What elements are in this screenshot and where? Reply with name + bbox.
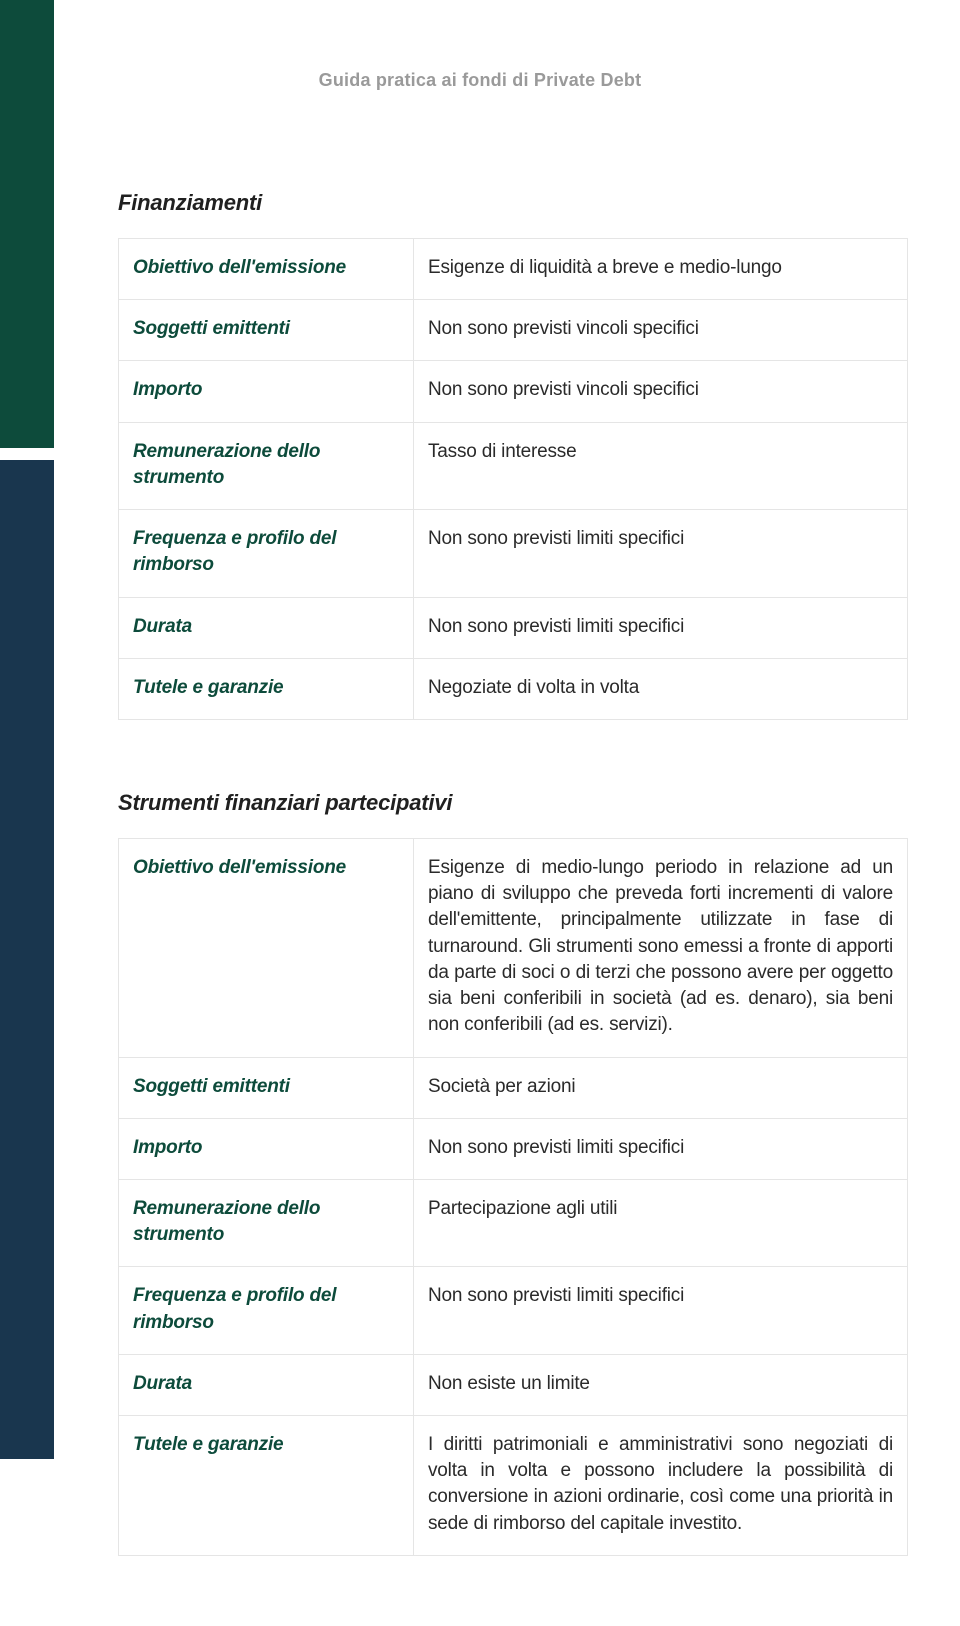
row-label: Durata bbox=[119, 597, 414, 658]
table-row: Durata Non esiste un limite bbox=[119, 1354, 908, 1415]
table-row: Tutele e garanzie Negoziate di volta in … bbox=[119, 658, 908, 719]
row-value: Non sono previsti limiti specifici bbox=[414, 597, 908, 658]
row-value: I diritti patrimoniali e amministrativi … bbox=[414, 1416, 908, 1556]
table-row: Frequenza e profilo del rimborso Non son… bbox=[119, 1267, 908, 1354]
section-title-strumenti: Strumenti finanziari partecipativi bbox=[118, 790, 908, 816]
row-label: Importo bbox=[119, 1118, 414, 1179]
row-value: Non sono previsti limiti specifici bbox=[414, 1118, 908, 1179]
table-row: Remunerazione dello strumento Partecipaz… bbox=[119, 1179, 908, 1266]
row-label: Tutele e garanzie bbox=[119, 658, 414, 719]
table-row: Soggetti emittenti Non sono previsti vin… bbox=[119, 300, 908, 361]
table-row: Soggetti emittenti Società per azioni bbox=[119, 1057, 908, 1118]
row-value: Società per azioni bbox=[414, 1057, 908, 1118]
row-label: Durata bbox=[119, 1354, 414, 1415]
row-label: Soggetti emittenti bbox=[119, 300, 414, 361]
sidebar-accent-top bbox=[0, 0, 54, 448]
row-label: Obiettivo dell'emissione bbox=[119, 838, 414, 1057]
table-row: Importo Non sono previsti limiti specifi… bbox=[119, 1118, 908, 1179]
row-value: Partecipazione agli utili bbox=[414, 1179, 908, 1266]
row-value: Non sono previsti limiti specifici bbox=[414, 1267, 908, 1354]
table-row: Durata Non sono previsti limiti specific… bbox=[119, 597, 908, 658]
row-value: Esigenze di liquidità a breve e medio-lu… bbox=[414, 239, 908, 300]
row-value: Negoziate di volta in volta bbox=[414, 658, 908, 719]
row-label: Soggetti emittenti bbox=[119, 1057, 414, 1118]
row-value: Non sono previsti limiti specifici bbox=[414, 510, 908, 597]
row-label: Remunerazione dello strumento bbox=[119, 1179, 414, 1266]
table-strumenti: Obiettivo dell'emissione Esigenze di med… bbox=[118, 838, 908, 1556]
row-value: Tasso di interesse bbox=[414, 422, 908, 509]
table-row: Tutele e garanzie I diritti patrimoniali… bbox=[119, 1416, 908, 1556]
row-label: Tutele e garanzie bbox=[119, 1416, 414, 1556]
page-header: Guida pratica ai fondi di Private Debt bbox=[0, 70, 960, 91]
section-title-finanziamenti: Finanziamenti bbox=[118, 190, 908, 216]
row-value: Non sono previsti vincoli specifici bbox=[414, 361, 908, 422]
row-value: Non esiste un limite bbox=[414, 1354, 908, 1415]
row-label: Frequenza e profilo del rimborso bbox=[119, 510, 414, 597]
row-label: Frequenza e profilo del rimborso bbox=[119, 1267, 414, 1354]
sidebar-accent-bottom bbox=[0, 460, 54, 1459]
row-value: Non sono previsti vincoli specifici bbox=[414, 300, 908, 361]
content-area: Finanziamenti Obiettivo dell'emissione E… bbox=[118, 190, 908, 1626]
table-finanziamenti: Obiettivo dell'emissione Esigenze di liq… bbox=[118, 238, 908, 720]
table-row: Obiettivo dell'emissione Esigenze di liq… bbox=[119, 239, 908, 300]
row-label: Obiettivo dell'emissione bbox=[119, 239, 414, 300]
table-row: Obiettivo dell'emissione Esigenze di med… bbox=[119, 838, 908, 1057]
table-row: Importo Non sono previsti vincoli specif… bbox=[119, 361, 908, 422]
row-value: Esigenze di medio-lungo periodo in relaz… bbox=[414, 838, 908, 1057]
table-row: Remunerazione dello strumento Tasso di i… bbox=[119, 422, 908, 509]
row-label: Importo bbox=[119, 361, 414, 422]
table-row: Frequenza e profilo del rimborso Non son… bbox=[119, 510, 908, 597]
row-label: Remunerazione dello strumento bbox=[119, 422, 414, 509]
